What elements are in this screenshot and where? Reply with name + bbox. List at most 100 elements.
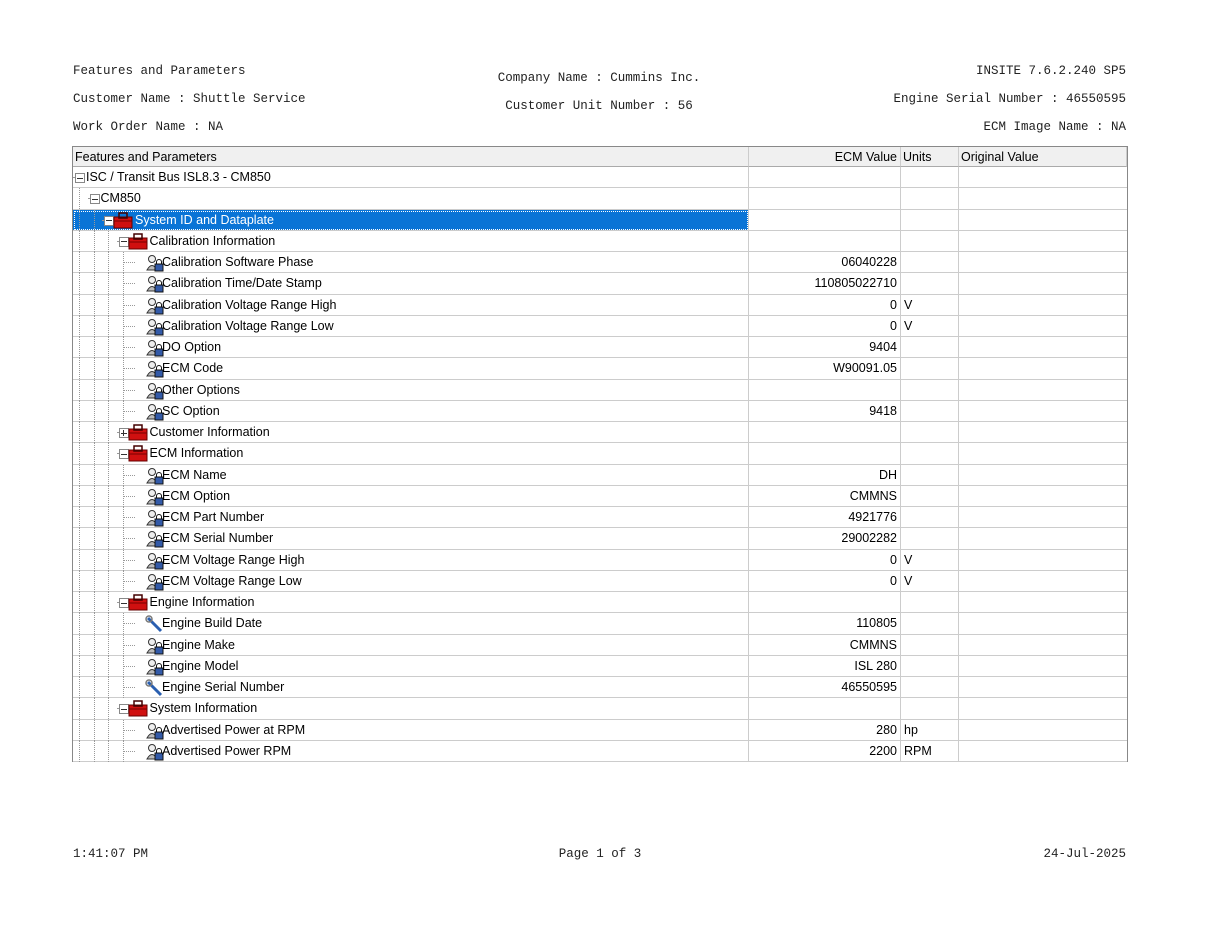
column-header-name: Features and Parameters — [73, 147, 749, 167]
tree-connector — [122, 665, 135, 667]
parameter-name: ISC / Transit Bus ISL8.3 - CM850 — [86, 170, 271, 184]
parameter-name: Calibration Information — [149, 233, 276, 248]
ecm-value — [749, 379, 901, 401]
header-line: Customer Name : Shuttle Service — [73, 92, 306, 106]
units — [901, 337, 959, 359]
ecm-value: 29002282 — [749, 528, 901, 550]
units — [901, 443, 959, 465]
header-center: Company Name : Cummins Inc. Customer Uni… — [400, 57, 798, 127]
ecm-value: ISL 280 — [749, 655, 901, 677]
tree-line — [93, 358, 95, 380]
parameter-name: ECM Name — [162, 467, 227, 482]
tree-cell: System ID and Dataplate — [73, 209, 749, 231]
tree-line — [79, 677, 80, 698]
units — [901, 379, 959, 401]
units: hp — [901, 719, 959, 741]
tree-cell: Advertised Power RPM — [73, 740, 749, 762]
parameter-name: Engine Serial Number — [162, 680, 285, 694]
parameter-name: Engine Model — [162, 658, 239, 673]
parameter-name: DO Option — [162, 340, 222, 354]
parameter-name: ECM Serial Number — [162, 531, 274, 546]
tree-cell: Engine Information — [73, 592, 749, 614]
parameter-icon — [146, 531, 164, 548]
parameter-name: System Information — [149, 701, 258, 716]
folder-icon — [128, 700, 147, 717]
header-line: Work Order Name : NA — [73, 120, 224, 134]
tree-cell: Engine Build Date — [73, 613, 749, 635]
parameter-icon — [146, 658, 164, 676]
tree-line — [79, 379, 80, 401]
ecm-value — [749, 188, 901, 210]
parameter-name: CM850 — [100, 191, 141, 206]
header-line: Features and Parameters — [73, 64, 246, 78]
tree-line — [79, 698, 80, 720]
parameter-name: Advertised Power RPM — [162, 743, 292, 758]
tree-line — [79, 613, 80, 635]
ecm-value: 0 — [749, 570, 901, 592]
ecm-value: CMMNS — [749, 634, 901, 656]
ecm-value: 06040228 — [749, 252, 901, 274]
tree-line — [108, 592, 109, 613]
original-value — [959, 273, 1127, 295]
parameter-icon — [146, 467, 164, 484]
ecm-value — [749, 209, 901, 231]
units: V — [901, 549, 959, 571]
tree-line — [93, 400, 95, 422]
parameter-icon — [146, 573, 164, 591]
tree-line — [79, 719, 80, 741]
tree-cell: CM850 — [73, 188, 749, 210]
tree-line — [108, 358, 109, 380]
tree-line — [79, 740, 80, 762]
tree-line — [108, 443, 109, 465]
parameter-name: System ID and Dataplate — [135, 212, 274, 227]
toggle[interactable] — [75, 173, 85, 183]
tree-connector — [122, 495, 135, 497]
toggle[interactable] — [89, 194, 100, 205]
tree-line — [93, 634, 95, 656]
tree-line — [79, 358, 80, 380]
header-line: ECM Image Name : NA — [983, 120, 1126, 134]
tree-line — [79, 570, 80, 592]
tree-connector — [122, 474, 135, 476]
original-value — [959, 698, 1127, 720]
tree-line — [108, 677, 109, 698]
tree-connector — [122, 644, 135, 646]
tree-line — [93, 592, 95, 613]
tree-connector — [122, 325, 135, 327]
footer-time: 1:41:07 PM — [73, 847, 149, 861]
header-line: Engine Serial Number : 46550595 — [893, 92, 1126, 106]
parameter-icon — [146, 510, 164, 527]
parameter-icon — [146, 637, 164, 654]
units — [901, 655, 959, 677]
tree-connector — [122, 410, 135, 412]
tree-line — [108, 252, 109, 273]
header-line: INSITE 7.6.2.240 SP5 — [975, 64, 1126, 78]
units: V — [901, 570, 959, 592]
tree-connector — [122, 283, 135, 285]
parameter-name: Calibration Software Phase — [162, 255, 314, 269]
tree-line — [108, 294, 109, 316]
units — [901, 677, 959, 699]
parameter-name: Calibration Voltage Range Low — [162, 318, 334, 333]
original-value — [959, 720, 1127, 741]
header-line: Customer Unit Number : 56 — [505, 99, 693, 113]
tree-line — [93, 613, 95, 635]
parameter-icon — [146, 743, 164, 761]
ecm-value: 0 — [749, 549, 901, 571]
ecm-value: 0 — [749, 315, 901, 337]
units — [901, 485, 959, 507]
header-line: Company Name : Cummins Inc. — [497, 71, 701, 85]
tree-line — [93, 677, 95, 698]
tree-line — [108, 634, 109, 656]
parameter-name: Engine Build Date — [162, 616, 263, 631]
tree-line — [108, 315, 109, 337]
original-value — [959, 295, 1127, 316]
tree-cell: ECM Voltage Range High — [73, 549, 749, 571]
parameter-name: Engine Make — [162, 637, 235, 652]
units — [901, 230, 959, 252]
tree-line — [108, 337, 109, 358]
tree-line — [79, 634, 80, 656]
original-value — [959, 656, 1127, 677]
original-value — [959, 380, 1127, 401]
